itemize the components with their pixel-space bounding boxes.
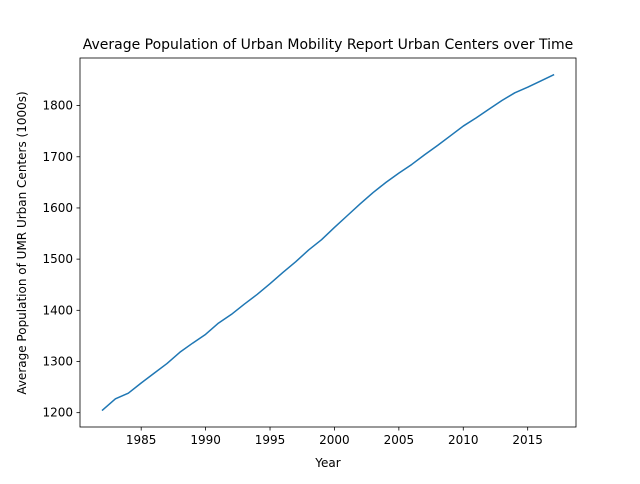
x-tick-label-1990: 1990 xyxy=(190,433,221,447)
y-axis-label: Average Population of UMR Urban Centers … xyxy=(15,91,29,394)
y-tick-label-1500: 1500 xyxy=(42,252,73,266)
chart-title: Average Population of Urban Mobility Rep… xyxy=(83,37,574,53)
y-tick-label-1200: 1200 xyxy=(42,406,73,420)
plot-area: 1985 1990 1995 2000 2005 2010 2015 1200 1300 1400… xyxy=(42,57,577,447)
x-axis-label: Year xyxy=(314,456,340,470)
x-tick-label-2015: 2015 xyxy=(512,433,543,447)
y-tick-label-1300: 1300 xyxy=(42,354,73,368)
y-tick-label-1600: 1600 xyxy=(42,201,73,215)
series-line-0 xyxy=(101,73,555,412)
y-tick-label-1800: 1800 xyxy=(42,99,73,113)
y-tick-label-1400: 1400 xyxy=(42,303,73,317)
y-tick-label-1700: 1700 xyxy=(42,150,73,164)
x-tick-label-2000: 2000 xyxy=(319,433,350,447)
x-tick-label-2010: 2010 xyxy=(448,433,479,447)
x-tick-label-2005: 2005 xyxy=(384,433,415,447)
x-tick-label-1995: 1995 xyxy=(255,433,286,447)
plot-frame xyxy=(79,57,577,428)
x-tick-label-1985: 1985 xyxy=(126,433,157,447)
